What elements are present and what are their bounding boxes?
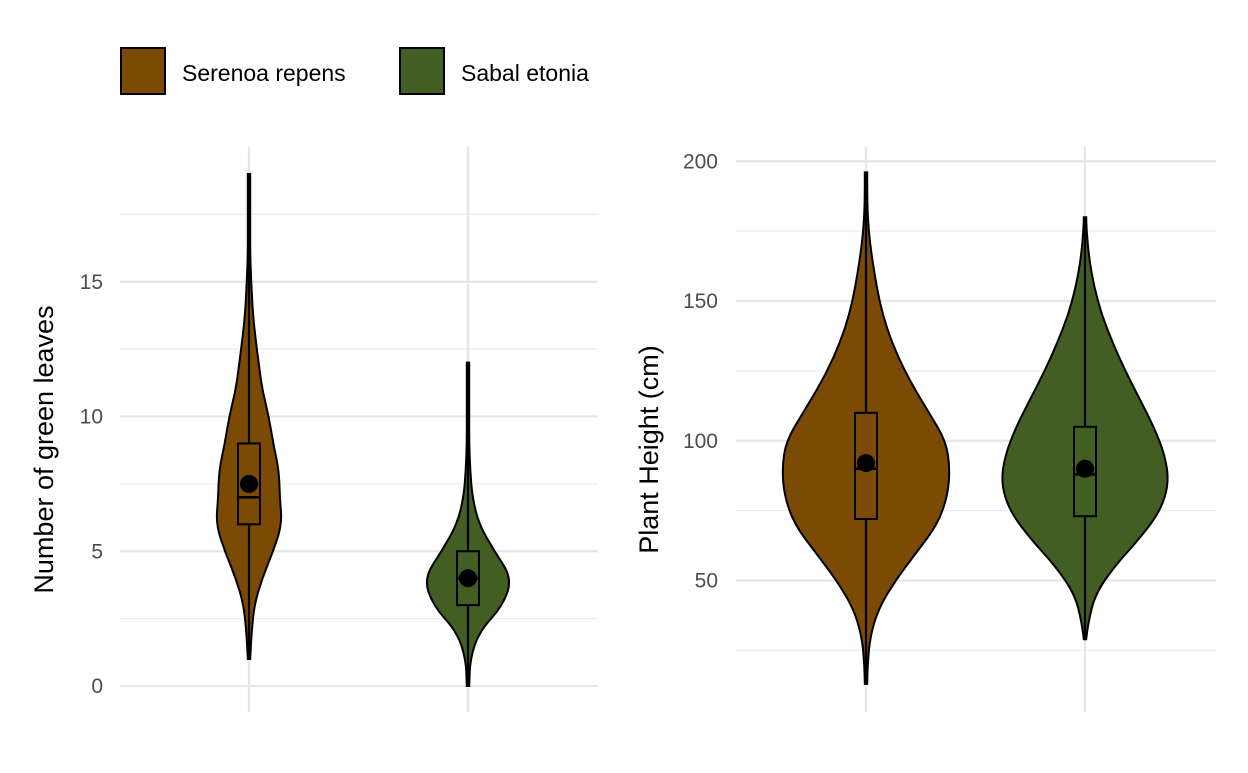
y-tick-label: 5 — [91, 540, 103, 563]
legend-label-serenoa-repens: Serenoa repens — [182, 60, 346, 86]
legend-label-sabal-etonia: Sabal etonia — [461, 60, 589, 86]
y-tick-label: 100 — [683, 430, 718, 453]
mean-point-serenoa-repens — [240, 474, 258, 493]
mean-point-sabal-etonia — [1076, 459, 1094, 478]
y-tick-label: 10 — [80, 406, 103, 429]
y-axis-title: Number of green leaves — [29, 305, 59, 593]
y-tick-label: 200 — [683, 150, 718, 173]
mean-point-sabal-etonia — [459, 569, 477, 588]
y-tick-label: 50 — [695, 570, 718, 593]
panel-height: 50 100 150 200 Plant Height (cm) — [634, 147, 1216, 712]
legend: Serenoa repens Sabal etonia — [120, 47, 589, 95]
y-tick-label: 15 — [80, 271, 103, 294]
y-tick-label: 0 — [91, 675, 103, 698]
panel-leaves: 0 5 10 15 Number of green leaves — [29, 147, 598, 712]
y-axis-title: Plant Height (cm) — [634, 345, 664, 554]
legend-key-sabal-etonia — [399, 47, 445, 95]
legend-key-serenoa-repens — [120, 47, 166, 95]
y-tick-label: 150 — [683, 290, 718, 313]
mean-point-serenoa-repens — [857, 454, 875, 473]
